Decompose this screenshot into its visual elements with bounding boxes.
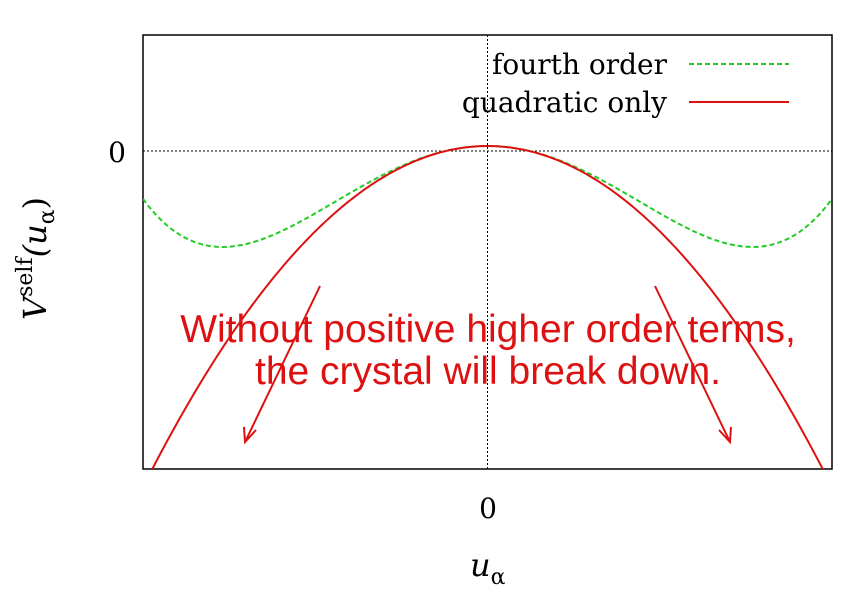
legend: fourth order quadratic only [462,48,789,119]
annotation-line-1: Without positive higher order terms, [180,308,796,351]
annotation-line-2: the crystal will break down. [255,350,721,393]
left-arrow [243,285,321,445]
x-axis-label: uα [470,546,506,590]
fourth-order-series-line [143,145,832,248]
series-layer [143,145,832,469]
y-axis-label: Vself(uα) [13,197,60,320]
y-tick-label: 0 [108,136,126,169]
legend-label-quadratic-only: quadratic only [462,86,667,119]
x-tick-label: 0 [479,492,497,525]
right-arrow [654,285,732,445]
legend-label-fourth-order: fourth order [492,48,668,81]
quadratic-only-series-line [151,145,824,469]
